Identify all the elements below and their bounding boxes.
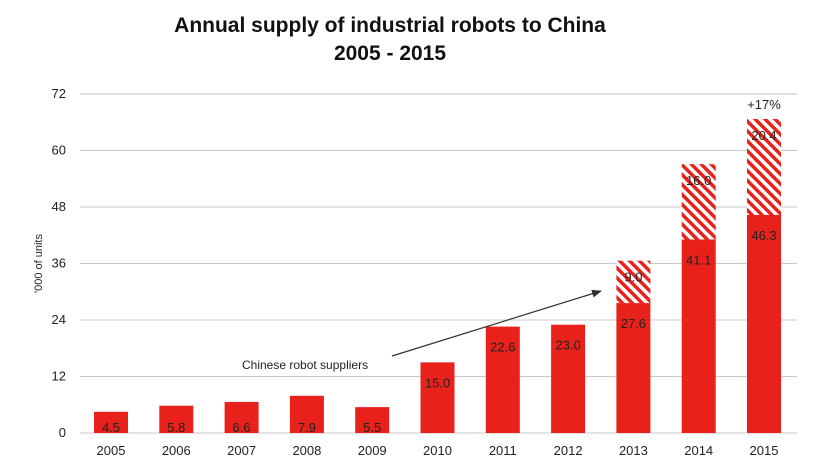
data-label: 4.5 — [102, 420, 120, 435]
annotation-arrow — [391, 289, 602, 357]
x-tick-label: 2005 — [97, 443, 126, 458]
bar-segment-hatched — [681, 164, 716, 240]
bar — [616, 303, 651, 433]
x-tick-label: 2010 — [423, 443, 452, 458]
annotations: Chinese robot suppliers +17% — [242, 97, 781, 372]
y-tick-label: 60 — [52, 143, 66, 158]
data-label: 7.9 — [298, 420, 316, 435]
gridlines — [80, 93, 797, 434]
bar — [681, 239, 716, 433]
x-axis: 2005 2006 2007 2008 2009 2010 2011 2012 2013 2014… — [97, 443, 779, 458]
bar-segment-hatched — [616, 260, 651, 304]
data-labels: 4.5 5.8 6.6 7.9 5.5 15.0 22.6 23.0 27.6 9.0 41.1 16… — [102, 128, 777, 435]
data-label: 27.6 — [621, 316, 646, 331]
x-tick-label: 2008 — [292, 443, 321, 458]
y-tick-label: 72 — [52, 86, 66, 101]
y-tick-label: 12 — [52, 369, 66, 384]
y-tick-label: 0 — [59, 425, 66, 440]
x-tick-label: 2014 — [684, 443, 713, 458]
x-tick-label: 2013 — [619, 443, 648, 458]
bar — [485, 326, 520, 433]
y-axis-title: '000 of units — [33, 234, 45, 293]
data-label: 9.0 — [624, 270, 642, 285]
bar — [420, 362, 455, 433]
bar — [289, 395, 324, 433]
x-tick-label: 2006 — [162, 443, 191, 458]
x-tick-label: 2007 — [227, 443, 256, 458]
bar — [747, 215, 781, 433]
data-label: 23.0 — [555, 338, 580, 353]
data-label: 5.8 — [167, 420, 185, 435]
bar — [224, 401, 259, 433]
bar — [159, 405, 194, 433]
data-label: 41.1 — [686, 252, 711, 267]
bars — [94, 118, 781, 433]
data-label: 6.6 — [233, 420, 251, 435]
chart-title: Annual supply of industrial robots to Ch… — [174, 14, 606, 37]
x-tick-label: 2011 — [489, 443, 517, 458]
data-label: 22.6 — [490, 340, 515, 355]
bar — [355, 407, 390, 433]
data-label: 15.0 — [425, 375, 450, 390]
bar-segment-hatched — [747, 118, 781, 216]
bar — [551, 324, 586, 433]
data-label: 20.4 — [751, 128, 776, 143]
bar — [94, 411, 128, 433]
data-label: 5.5 — [363, 420, 381, 435]
y-tick-label: 48 — [52, 199, 66, 214]
data-label: 16.0 — [686, 173, 711, 188]
y-tick-label: 24 — [52, 312, 66, 327]
annotation-label: Chinese robot suppliers — [242, 358, 368, 372]
x-tick-label: 2012 — [554, 443, 583, 458]
x-tick-label: 2015 — [750, 443, 779, 458]
x-tick-label: 2009 — [358, 443, 387, 458]
data-label: 46.3 — [751, 228, 776, 243]
y-axis: 0 12 24 36 48 60 72 '000 of units — [33, 86, 66, 440]
growth-annotation: +17% — [747, 97, 781, 112]
y-tick-label: 36 — [52, 256, 66, 271]
chart-subtitle: 2005 - 2015 — [333, 42, 447, 65]
